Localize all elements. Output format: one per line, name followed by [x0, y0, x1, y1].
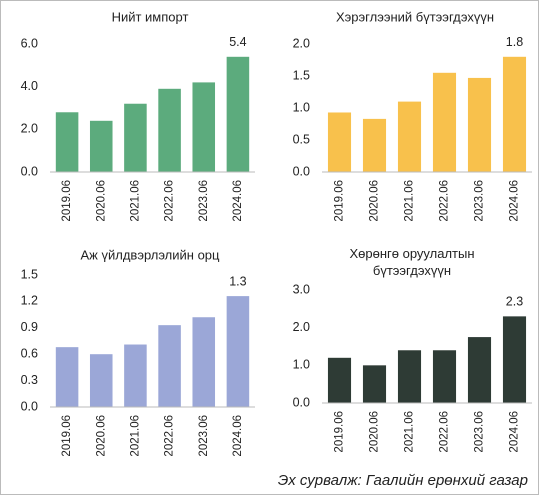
x-tick-label: 2020.06	[369, 180, 381, 222]
bar	[397, 350, 422, 403]
data-label: 1.8	[506, 35, 523, 49]
x-tick-label: 2022.06	[439, 411, 451, 453]
x-tick-label: 2020.06	[369, 411, 381, 453]
bar	[327, 357, 352, 403]
bar	[158, 325, 181, 407]
x-tick-label: 2019.06	[334, 411, 346, 453]
x-tick-label: 2019.06	[334, 180, 346, 222]
bar	[432, 72, 457, 172]
x-tick-label: 2022.06	[439, 180, 451, 222]
x-tick-label: 2021.06	[404, 411, 416, 453]
x-tick-label: 2021.06	[404, 180, 416, 222]
bar	[124, 103, 147, 172]
y-tick-label: 4.0	[21, 79, 38, 93]
y-tick-label: 0.0	[21, 164, 38, 178]
bar	[502, 316, 527, 403]
x-tick-label: 2019.06	[61, 180, 73, 222]
y-tick-label: 1.2	[21, 294, 38, 308]
data-label: 5.4	[229, 35, 246, 49]
bar	[362, 118, 387, 172]
x-tick-label: 2023.06	[474, 411, 486, 453]
y-tick-label: 2.0	[293, 36, 310, 50]
y-tick-label: 0.0	[293, 395, 310, 409]
x-tick-label: 2023.06	[198, 180, 210, 222]
y-tick-label: 0.3	[21, 373, 38, 387]
y-tick-label: 0.5	[293, 132, 310, 146]
bar	[55, 112, 79, 172]
bar	[192, 317, 216, 407]
x-tick-label: 2022.06	[164, 415, 176, 457]
y-tick-label: 3.0	[293, 282, 310, 296]
y-tick-label: 0.6	[21, 346, 38, 360]
y-tick-label: 1.0	[293, 100, 310, 114]
bar	[124, 344, 147, 407]
x-tick-label: 2024.06	[232, 180, 244, 222]
x-tick-label: 2022.06	[164, 180, 176, 222]
x-tick-label: 2024.06	[509, 180, 521, 222]
data-label: 2.3	[506, 295, 523, 309]
y-tick-label: 1.0	[293, 358, 310, 372]
bar	[158, 88, 181, 172]
x-tick-label: 2024.06	[232, 415, 244, 457]
x-tick-label: 2023.06	[198, 415, 210, 457]
x-tick-label: 2020.06	[95, 415, 107, 457]
bar	[467, 337, 492, 403]
chart-title: Аж үйлдвэрлэлийн орц	[81, 247, 221, 262]
chart-title: Нийт импорт	[112, 9, 189, 24]
bar	[55, 347, 79, 407]
y-tick-label: 1.5	[293, 68, 310, 82]
y-tick-label: 2.0	[293, 320, 310, 334]
source-note: Эх сурвалж: Гаалийн ерөнхий газар	[278, 472, 528, 489]
y-tick-label: 1.5	[21, 267, 38, 281]
bar	[432, 350, 457, 403]
bar	[89, 120, 113, 172]
bar	[226, 296, 250, 407]
x-tick-label: 2021.06	[129, 180, 141, 222]
y-tick-label: 0.9	[21, 320, 38, 334]
x-tick-label: 2020.06	[95, 180, 107, 222]
y-tick-label: 0.0	[21, 399, 38, 413]
x-tick-label: 2021.06	[129, 415, 141, 457]
x-tick-label: 2023.06	[474, 180, 486, 222]
data-label: 1.3	[229, 274, 246, 288]
x-tick-label: 2019.06	[61, 415, 73, 457]
bar	[226, 56, 250, 172]
chart-title: Хөрөнгө оруулалтын бүтээгдэхүүн	[349, 246, 474, 278]
y-tick-label: 0.0	[293, 164, 310, 178]
chart-title: Хэрэглээний бүтээгдэхүүн	[336, 9, 494, 24]
bar	[362, 365, 387, 403]
bar	[327, 112, 352, 172]
bar	[467, 77, 492, 172]
y-tick-label: 2.0	[21, 122, 38, 136]
bar	[397, 101, 422, 172]
bar	[502, 56, 527, 172]
y-tick-label: 6.0	[21, 36, 38, 50]
x-tick-label: 2024.06	[509, 411, 521, 453]
bar	[89, 354, 113, 407]
bar	[192, 82, 216, 172]
